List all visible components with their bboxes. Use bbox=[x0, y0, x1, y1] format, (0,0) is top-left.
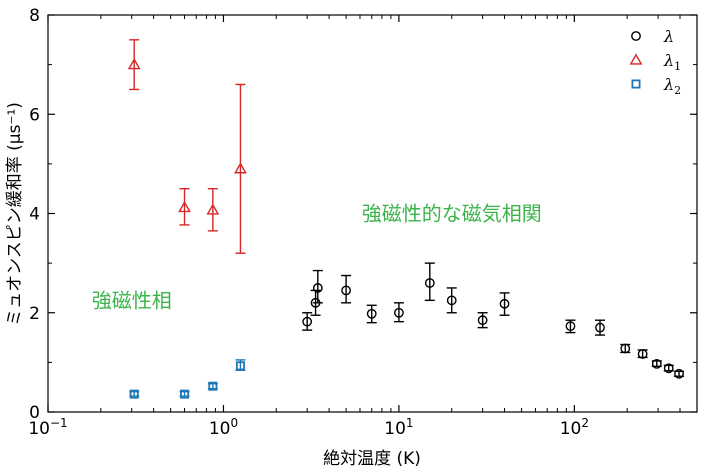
legend-entry-label: λ2 bbox=[663, 75, 681, 97]
annotation-label: 強磁性的な磁気相関 bbox=[362, 202, 542, 226]
data-point bbox=[178, 200, 191, 213]
legend-marker bbox=[629, 53, 643, 65]
data-point bbox=[674, 368, 684, 379]
legend-entry-label: λ1 bbox=[663, 51, 681, 73]
x-tick-label: 10−1 bbox=[28, 416, 67, 439]
data-layer bbox=[127, 39, 685, 399]
y-tick-label: 4 bbox=[29, 205, 40, 225]
y-tick-label: 2 bbox=[29, 304, 40, 324]
data-point bbox=[663, 363, 674, 374]
y-tick-label: 8 bbox=[29, 6, 40, 26]
x-tick-label: 102 bbox=[560, 416, 589, 439]
data-point bbox=[424, 278, 435, 288]
data-point bbox=[129, 389, 139, 399]
data-point bbox=[651, 358, 662, 369]
data-point bbox=[637, 349, 648, 359]
legend-entry-label: λ bbox=[663, 27, 674, 46]
data-point bbox=[127, 58, 141, 70]
legend-marker bbox=[631, 31, 641, 41]
data-point bbox=[499, 298, 510, 309]
series-triangle bbox=[127, 39, 247, 254]
x-tick-label: 101 bbox=[384, 416, 413, 439]
data-point bbox=[620, 343, 631, 354]
y-axis-title: ミュオンスピン緩和率 (μs⁻¹) bbox=[5, 102, 25, 326]
data-point bbox=[234, 162, 247, 174]
axes-layer: 0 2 4 6 8 10−1 100 101 102 bbox=[28, 6, 698, 439]
x-tick-label: 100 bbox=[209, 416, 238, 439]
data-point bbox=[565, 321, 576, 332]
data-point bbox=[341, 285, 351, 296]
y-tick-label: 6 bbox=[29, 105, 40, 125]
data-point bbox=[477, 315, 488, 326]
data-point bbox=[394, 307, 404, 318]
data-point bbox=[208, 381, 218, 391]
data-point bbox=[446, 295, 457, 306]
annotation-label: 強磁性相 bbox=[92, 288, 172, 312]
series-square bbox=[129, 359, 246, 399]
data-point bbox=[180, 389, 190, 399]
x-axis-title: 絶対温度 (K) bbox=[323, 449, 421, 469]
data-point bbox=[206, 203, 220, 215]
y-tick-label: 0 bbox=[29, 403, 40, 423]
data-point bbox=[302, 316, 313, 327]
legend-marker bbox=[631, 79, 641, 89]
data-point bbox=[235, 361, 245, 371]
data-point bbox=[312, 283, 323, 293]
series-circle bbox=[302, 262, 685, 379]
data-point bbox=[366, 308, 377, 319]
data-point bbox=[595, 322, 605, 333]
